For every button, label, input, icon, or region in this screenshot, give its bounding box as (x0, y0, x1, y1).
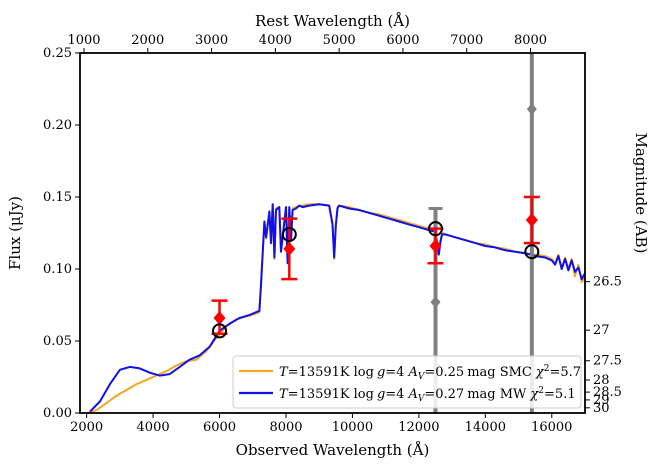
right-tick-label-5: 29 (593, 393, 610, 408)
y-tick-label-1: 0.05 (43, 334, 72, 349)
top-tick-label-5: 6000 (386, 33, 419, 48)
right-axis-title: Magnitude (AB) (632, 133, 650, 254)
x-tick-label-6: 14000 (465, 420, 506, 435)
x-tick-label-2: 6000 (203, 420, 236, 435)
right-tick-label-3: 28 (593, 373, 610, 388)
x-axis-title: Observed Wavelength (Å) (236, 441, 430, 459)
y-tick-label-3: 0.15 (43, 190, 72, 205)
red-marker (283, 241, 296, 256)
top-tick-label-2: 3000 (195, 33, 228, 48)
red-point-3 (523, 195, 540, 245)
y-tick-label-0: 0.00 (43, 406, 72, 421)
top-tick-label-4: 5000 (323, 33, 356, 48)
model-point-0 (212, 323, 228, 339)
x-tick-label-3: 8000 (269, 420, 302, 435)
ticks-layer: 2000 4000 6000 8000 10000 12000 14000 16000 0.00… (43, 33, 622, 435)
legend-entry-mw: T=13591K log g=4 AV=0.27 mag MW χ2=5.1 (279, 386, 576, 404)
x-tick-label-4: 10000 (332, 420, 373, 435)
x-tick-label-5: 12000 (398, 420, 439, 435)
top-tick-label-0: 1000 (67, 33, 100, 48)
red-marker (525, 213, 538, 228)
top-tick-label-1: 2000 (131, 33, 164, 48)
model-point-1 (281, 226, 297, 242)
right-tick-label-6: 30 (593, 401, 610, 416)
legend-box (232, 355, 582, 409)
x-tick-label-7: 16000 (531, 420, 572, 435)
legend-entry-smc: T=13591K log g=4 AV=0.25 mag SMC χ2=5.7 (279, 364, 581, 382)
gray-marker (526, 103, 537, 116)
model-point-2 (427, 221, 443, 237)
x-tick-label-0: 2000 (70, 420, 103, 435)
plot-frame (79, 52, 586, 414)
legend: T=13591K log g=4 AV=0.25 mag SMC χ2=5.7 T=135… (232, 355, 582, 409)
y-tick-label-2: 0.10 (43, 262, 72, 277)
top-axis-title: Rest Wavelength (Å) (255, 12, 410, 30)
red-marker (429, 238, 442, 253)
y-tick-label-4: 0.20 (43, 118, 72, 133)
top-tick-label-3: 4000 (259, 33, 292, 48)
right-tick-label-4: 28.5 (593, 385, 622, 400)
gray-marker (430, 296, 441, 309)
top-tick-label-7: 8000 (514, 33, 547, 48)
y-tick-label-5: 0.25 (43, 46, 72, 61)
model-point-3 (524, 244, 540, 260)
right-tick-label-0: 26.5 (593, 275, 622, 290)
x-tick-label-1: 4000 (137, 420, 170, 435)
right-tick-label-1: 27 (593, 323, 610, 338)
red-point-2 (427, 227, 444, 265)
top-tick-label-6: 7000 (450, 33, 483, 48)
right-tick-label-2: 27.5 (593, 354, 622, 369)
red-marker (213, 310, 226, 325)
y-axis-title: Flux (μJy) (6, 196, 24, 270)
